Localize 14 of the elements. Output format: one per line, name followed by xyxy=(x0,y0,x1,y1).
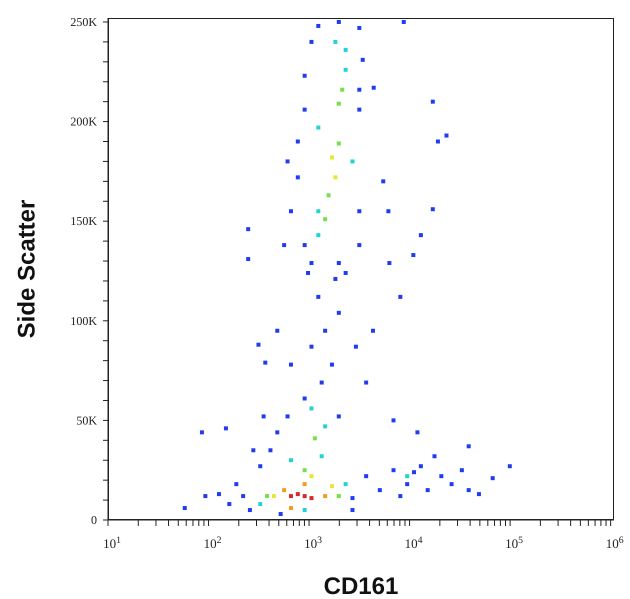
y-axis-title: Side Scatter xyxy=(14,200,41,338)
x-tick-label: 10$^{6}$ xyxy=(606,534,624,551)
y-tick-label: 200K xyxy=(70,114,98,129)
y-tick-label: 50K xyxy=(76,413,98,428)
x-tick-label: 10$^{4}$ xyxy=(404,534,423,551)
x-tick-label: 10$^{1}$ xyxy=(103,534,122,551)
y-tick-label: 150K xyxy=(70,214,98,228)
x-tick-label: 10$^{5}$ xyxy=(505,534,524,551)
y-tick-label: 100K xyxy=(70,314,98,328)
y-tick-label: 0 xyxy=(91,513,97,527)
x-axis-title: CD161 xyxy=(324,573,398,599)
x-tick-label: 10$^{2}$ xyxy=(204,534,222,551)
x-tick-label: 10$^{3}$ xyxy=(304,534,322,551)
y-tick-label: 250K xyxy=(70,14,98,29)
